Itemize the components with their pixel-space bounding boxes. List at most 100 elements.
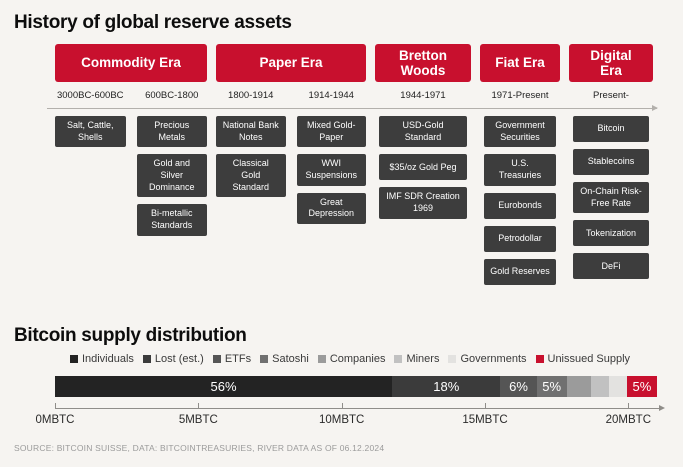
era-column: 600BC-1800 Precious Metals Gold and Silver… — [136, 90, 207, 236]
era-header-label: Bretton Woods — [399, 47, 447, 78]
chart-x-axis: 0MBTC 5MBTC 10MBTC 15MBTC 20MBTC — [36, 403, 665, 449]
era-item: Bi-metallic Standards — [136, 204, 207, 236]
era-item: Salt, Cattle, Shells — [55, 116, 126, 148]
axis-tick — [485, 403, 486, 409]
legend-swatch-icon — [317, 355, 326, 363]
era-column: 3000BC-600BC Salt, Cattle, Shells — [55, 90, 126, 236]
bar-segment — [590, 376, 609, 397]
era-period-label: Present- — [593, 90, 629, 101]
axis-line — [55, 408, 661, 409]
axis-tick — [198, 403, 200, 409]
era-item: DeFi — [573, 253, 649, 280]
bar-segment: 56% — [55, 376, 393, 397]
axis-tick-label: 10MBTC — [318, 414, 365, 426]
era-columns: 1944-1971 USD-Gold Standard $35/oz Gold Pe… — [375, 90, 471, 219]
era-item: National Bank Notes — [216, 116, 286, 148]
era-items: USD-Gold Standard $35/oz Gold Peg IMF SDR … — [379, 116, 467, 219]
era-period-label: 1800-1914 — [228, 90, 274, 101]
era-column: 1944-1971 USD-Gold Standard $35/oz Gold Pe… — [375, 90, 471, 219]
bar-segment-label: 56% — [210, 379, 237, 394]
timeline-arrow — [47, 105, 658, 111]
bar-segment-label: 5% — [542, 379, 562, 394]
reserve-assets-section: History of global reserve assets Commodi… — [14, 12, 658, 285]
era-items: Salt, Cattle, Shells — [55, 116, 126, 148]
axis-tick — [55, 403, 56, 409]
era-header-label: Commodity Era — [81, 55, 181, 71]
era-period-label: 1944-1971 — [400, 90, 446, 101]
era-item: Gold and Silver Dominance — [136, 154, 207, 198]
legend-swatch-icon — [142, 355, 151, 363]
era-timeline: Commodity Era 3000BC-600BC Salt, Cattle, S… — [55, 44, 655, 285]
legend-label: Unissued Supply — [547, 353, 631, 365]
era-items: Government Securities U.S. Treasuries Euro… — [484, 116, 556, 285]
axis-tick — [628, 403, 630, 409]
era-group: Bretton Woods 1944-1971 USD-Gold Standard $… — [375, 44, 471, 285]
era-item: Petrodollar — [484, 225, 556, 252]
era-item: Government Securities — [484, 116, 556, 148]
bar-segment: 18% — [392, 376, 501, 397]
bar-segment-label: 5% — [632, 379, 652, 394]
bar-segment: 6% — [500, 376, 537, 397]
history-section-title: History of global reserve assets — [14, 12, 292, 33]
era-column: 1800-1914 National Bank Notes Classical Go… — [216, 90, 286, 224]
axis-tick-label: 20MBTC — [605, 414, 652, 426]
era-items: Mixed Gold-Paper WWI Suspensions Great Dep… — [296, 116, 366, 225]
era-item: Bitcoin — [573, 116, 649, 142]
bar-segment: 5% — [536, 376, 567, 397]
era-item: Mixed Gold-Paper — [296, 116, 366, 148]
era-period-label: 1914-1944 — [308, 90, 354, 101]
bar-segment — [566, 376, 591, 397]
era-header: Fiat Era — [480, 44, 560, 82]
bitcoin-supply-section: Bitcoin supply distribution Individuals L… — [0, 322, 683, 467]
legend-item: Companies — [317, 353, 386, 365]
legend-swatch-icon — [212, 355, 221, 363]
era-header-label: Paper Era — [259, 55, 323, 71]
legend-label: Companies — [329, 353, 386, 365]
era-header-label: Digital Era — [590, 47, 632, 78]
legend-label: Lost (est.) — [154, 353, 204, 365]
axis-tick — [341, 403, 343, 409]
bar-segment: 5% — [626, 376, 657, 397]
axis-tick-label: 0MBTC — [35, 414, 75, 426]
legend-swatch-icon — [69, 355, 78, 363]
era-period-label: 1971-Present — [491, 90, 549, 101]
legend-label: Satoshi — [272, 353, 309, 365]
era-header: Paper Era — [216, 44, 366, 82]
era-column: 1971-Present Government Securities U.S. Tr… — [480, 90, 560, 285]
arrow-right-icon — [652, 105, 658, 111]
era-item: IMF SDR Creation 1969 — [379, 187, 467, 219]
legend-label: Miners — [406, 353, 440, 365]
era-item: USD-Gold Standard — [379, 116, 467, 148]
era-columns: Present- Bitcoin Stablecoins On-Chain Risk-… — [569, 90, 653, 280]
era-item: WWI Suspensions — [296, 154, 366, 186]
era-items: National Bank Notes Classical Gold Standa… — [216, 116, 286, 198]
arrow-right-icon — [659, 405, 665, 411]
era-item: Classical Gold Standard — [216, 154, 286, 198]
era-items: Bitcoin Stablecoins On-Chain Risk-Free Rat… — [573, 116, 649, 280]
legend-swatch-icon — [394, 355, 403, 363]
legend-label: ETFs — [224, 353, 252, 365]
bar-segment-label: 18% — [433, 379, 460, 394]
era-period-label: 3000BC-600BC — [56, 90, 124, 101]
era-group: Paper Era 1800-1914 National Bank Notes Cla… — [216, 44, 366, 285]
chart-legend: Individuals Lost (est.) ETFs Satoshi Compani… — [30, 353, 670, 365]
era-columns: 1800-1914 National Bank Notes Classical Go… — [216, 90, 366, 225]
legend-swatch-icon — [448, 355, 457, 363]
era-header: Commodity Era — [55, 44, 207, 82]
era-item: Stablecoins — [573, 149, 649, 175]
era-header: Digital Era — [569, 44, 653, 82]
era-item: U.S. Treasuries — [484, 154, 556, 186]
axis-tick-label: 15MBTC — [462, 414, 508, 426]
era-header: Bretton Woods — [375, 44, 471, 82]
legend-item: ETFs — [212, 353, 252, 365]
era-group: Fiat Era 1971-Present Government Securitie… — [480, 44, 560, 285]
era-item: $35/oz Gold Peg — [379, 154, 467, 181]
legend-swatch-icon — [535, 355, 544, 363]
legend-swatch-icon — [260, 355, 269, 363]
era-period-label: 600BC-1800 — [145, 90, 199, 101]
era-item: Tokenization — [573, 220, 649, 247]
legend-label: Individuals — [81, 353, 134, 365]
era-header-label: Fiat Era — [495, 55, 545, 71]
bar-segment — [608, 376, 627, 397]
legend-item: Satoshi — [260, 353, 309, 365]
